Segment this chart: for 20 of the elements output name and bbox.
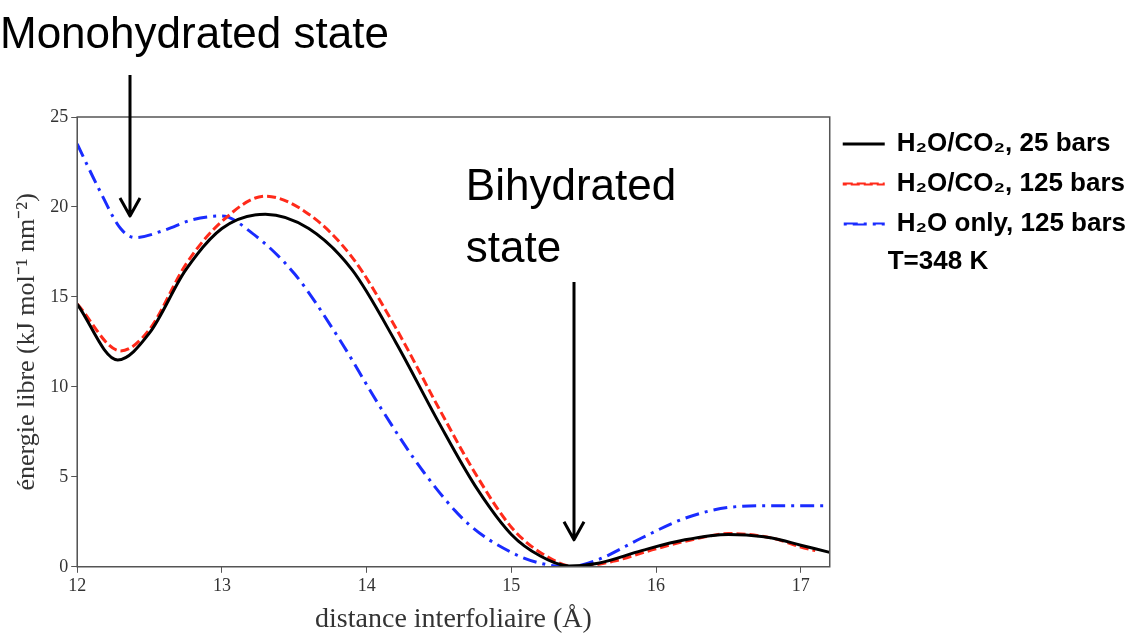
annotation: Bihydrated state: [465, 160, 677, 271]
text: Monohydrated state: [0, 8, 389, 57]
x-tick-label: 14: [357, 575, 376, 596]
y-axis-title: énergie libre (kJ mol⁻¹ nm⁻²): [11, 193, 41, 491]
y-tick-label: 5: [59, 465, 69, 486]
y-tick-label: 10: [50, 375, 69, 396]
x-tick-label: 15: [502, 575, 521, 596]
legend-label: H₂O/CO₂, 125 bars: [896, 167, 1126, 198]
x-axis-title: distance interfoliaire (Å): [315, 601, 592, 633]
legend-label: H₂O/CO₂, 25 bars: [896, 127, 1111, 158]
legend-label: H₂O only, 125 bars: [896, 207, 1126, 238]
y-tick-label: 15: [50, 285, 69, 306]
y-tick-label: 25: [50, 105, 69, 126]
y-tick-label: 0: [59, 555, 69, 576]
x-tick-label: 13: [212, 575, 231, 596]
x-tick-label: 12: [68, 575, 87, 596]
y-tick-label: 20: [50, 195, 69, 216]
x-tick-label: 17: [791, 575, 810, 596]
x-tick-label: 16: [647, 575, 666, 596]
text: T=348 K: [887, 245, 989, 276]
